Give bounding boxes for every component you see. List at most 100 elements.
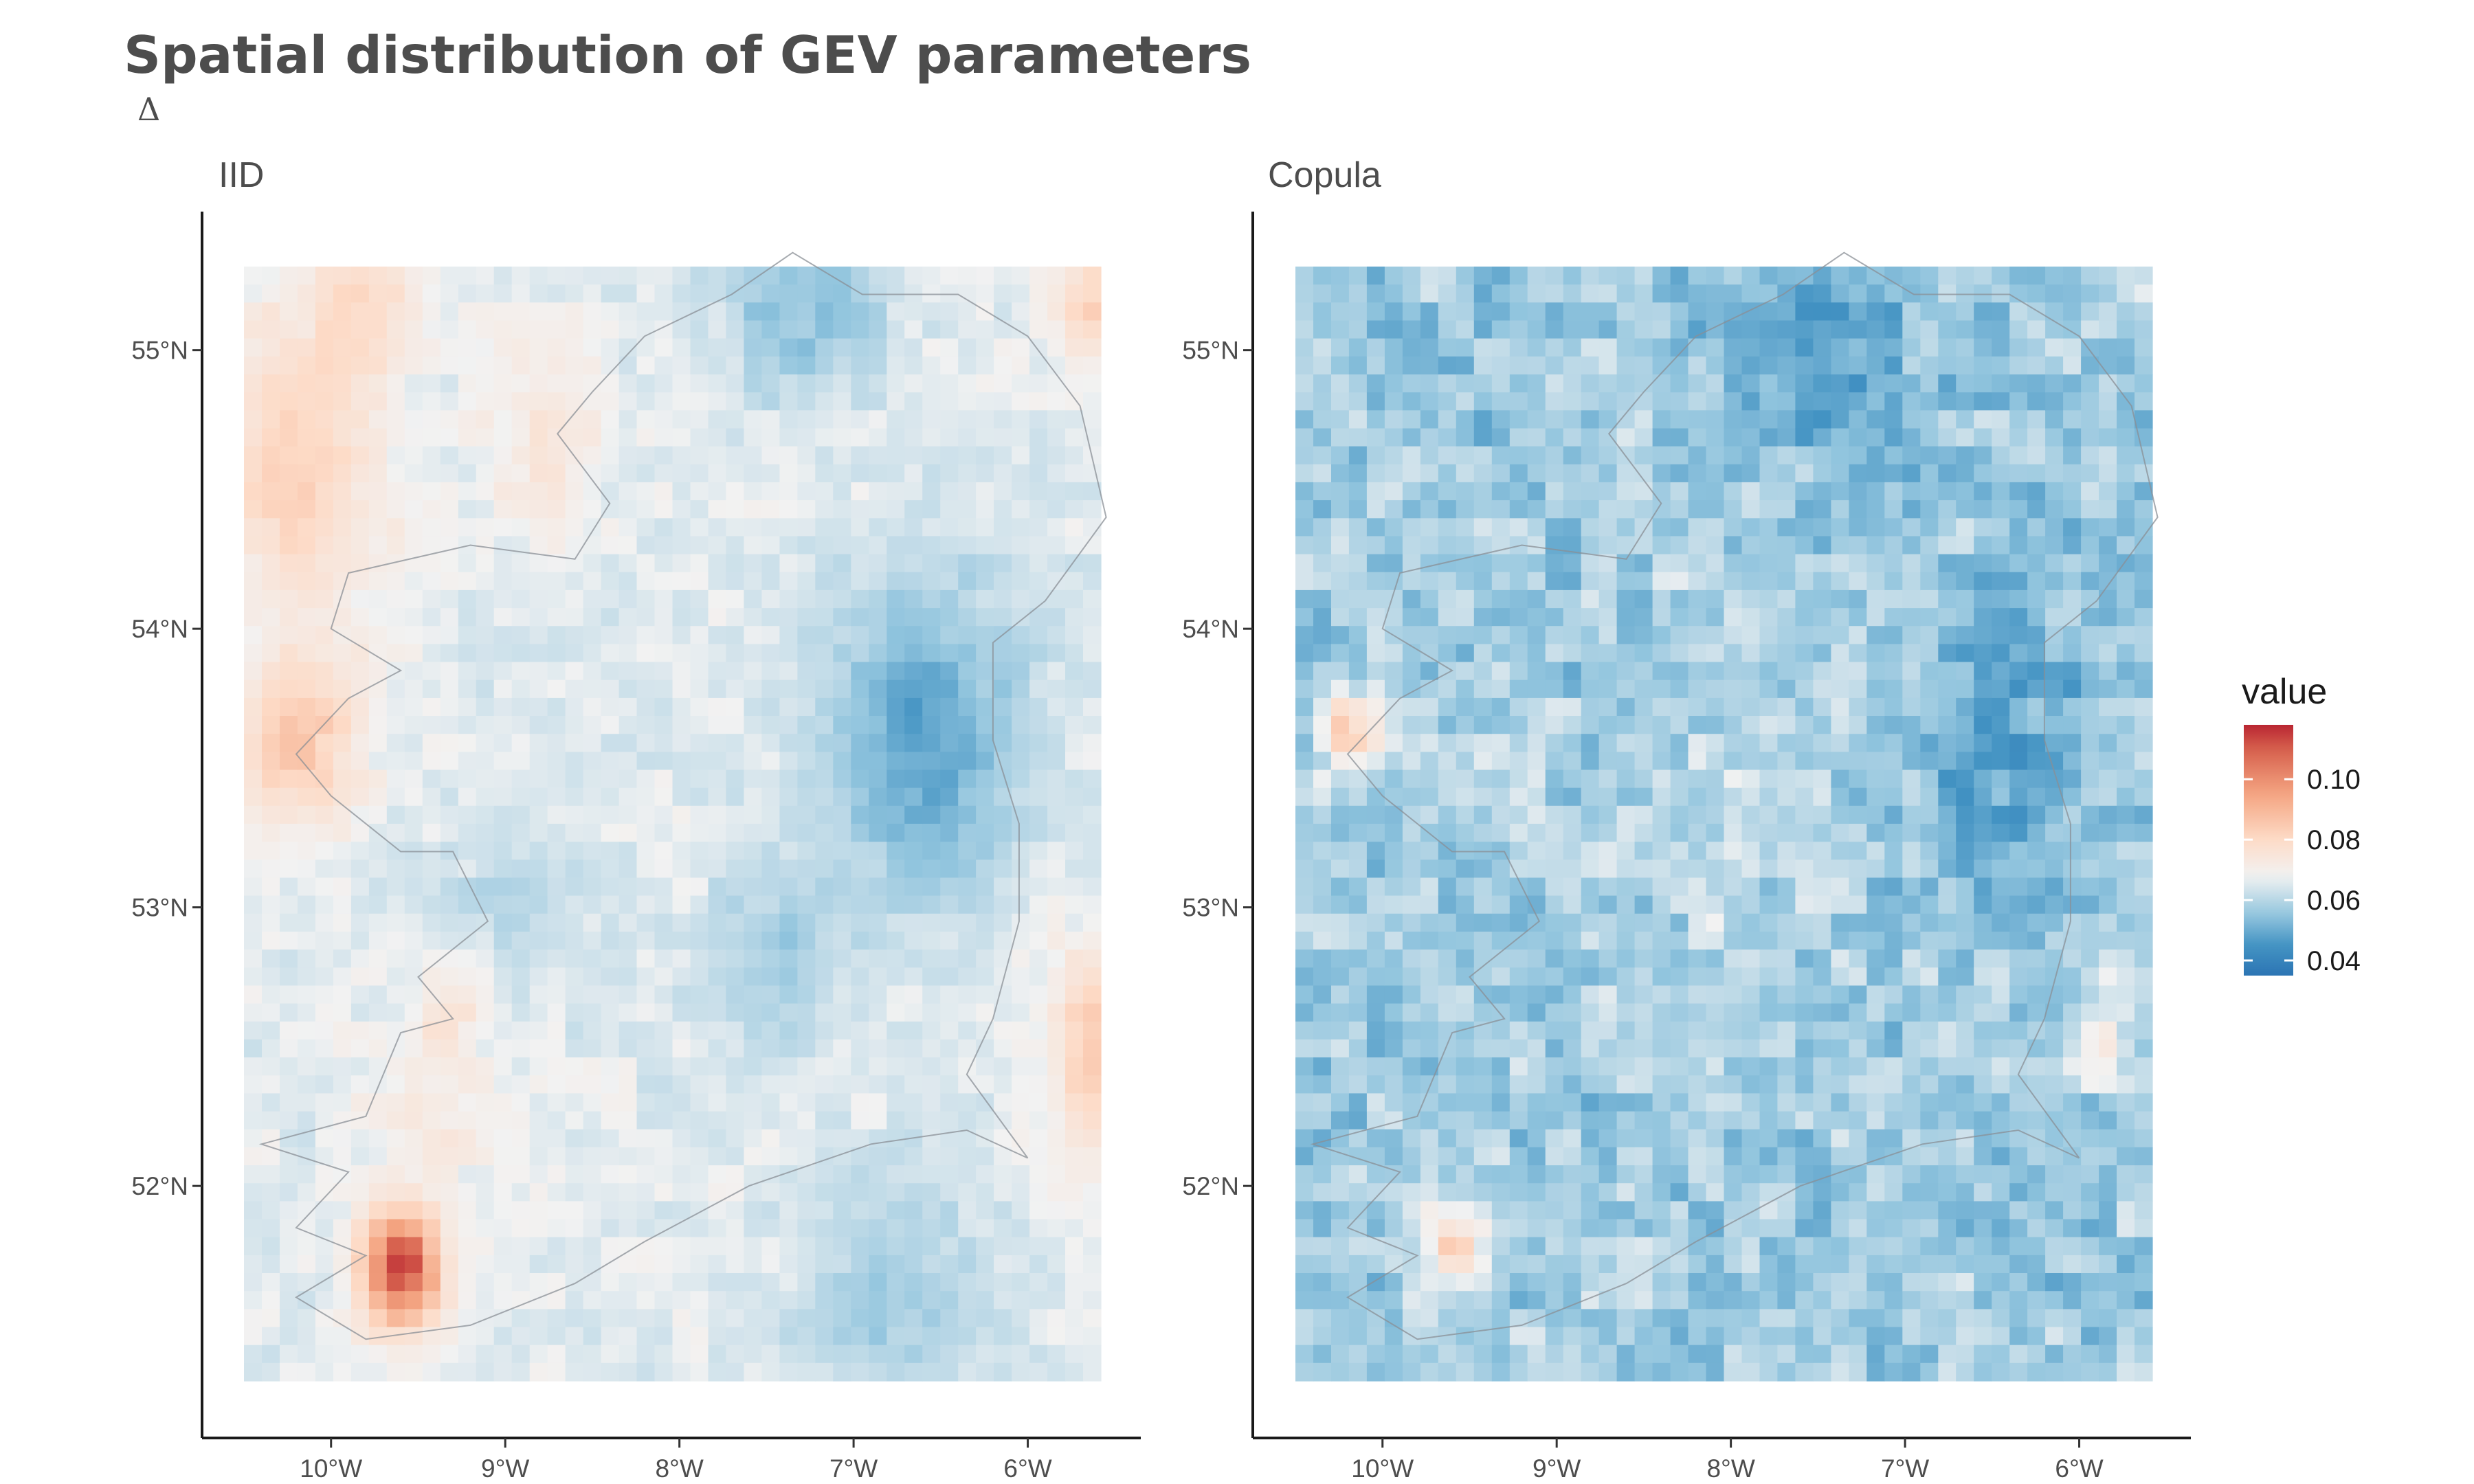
heatmap-cell	[761, 536, 780, 555]
heatmap-cell	[476, 734, 495, 752]
heatmap-cell	[1741, 500, 1761, 519]
heatmap-cell	[1029, 482, 1048, 501]
heatmap-cell	[350, 1003, 370, 1022]
heatmap-cell	[1366, 1165, 1385, 1184]
heatmap-cell	[1759, 1219, 1779, 1238]
heatmap-cell	[1634, 787, 1653, 807]
heatmap-cell	[1473, 356, 1493, 375]
heatmap-cell	[1295, 302, 1314, 322]
heatmap-cell	[1563, 1309, 1582, 1328]
heatmap-cell	[244, 697, 263, 717]
heatmap-cell	[1598, 769, 1618, 789]
heatmap-cell	[1331, 842, 1350, 860]
heatmap-cell	[672, 1309, 691, 1328]
heatmap-cell	[1509, 679, 1528, 699]
heatmap-cell	[262, 1093, 280, 1112]
heatmap-cell	[244, 1003, 263, 1022]
heatmap-cell	[1581, 877, 1600, 897]
heatmap-cell	[726, 446, 744, 465]
heatmap-cell	[994, 392, 1012, 411]
heatmap-cell	[1065, 482, 1084, 501]
heatmap-cell	[1295, 589, 1314, 609]
heatmap-cell	[1313, 859, 1332, 879]
heatmap-cell	[1012, 967, 1030, 987]
heatmap-cell	[869, 626, 887, 644]
heatmap-cell	[654, 769, 673, 789]
heatmap-cell	[1688, 356, 1707, 375]
heatmap-cell	[904, 608, 923, 627]
heatmap-cell	[1331, 428, 1350, 447]
heatmap-cell	[1456, 895, 1475, 914]
heatmap-cell	[1438, 985, 1457, 1004]
heatmap-cell	[1813, 1255, 1831, 1274]
heatmap-cell	[1366, 1327, 1385, 1346]
heatmap-cell	[994, 1327, 1012, 1346]
heatmap-cell	[1866, 356, 1885, 375]
heatmap-cell	[1545, 338, 1564, 357]
heatmap-cell	[851, 536, 869, 555]
heatmap-cell	[1473, 1039, 1493, 1058]
heatmap-cell	[779, 716, 798, 734]
heatmap-cell	[244, 824, 263, 842]
heatmap-cell	[654, 967, 673, 987]
heatmap-cell	[1634, 769, 1653, 789]
heatmap-cell	[636, 1093, 656, 1112]
heatmap-cell	[1670, 842, 1689, 860]
heatmap-cell	[904, 626, 923, 644]
heatmap-cell	[1366, 752, 1385, 771]
heatmap-cell	[529, 1129, 548, 1148]
heatmap-cell	[458, 267, 477, 285]
heatmap-cell	[511, 626, 531, 644]
heatmap-cell	[1759, 1309, 1779, 1328]
heatmap-cell	[386, 446, 405, 465]
heatmap-cell	[1581, 374, 1600, 393]
heatmap-cell	[761, 842, 780, 860]
heatmap-cell	[350, 392, 370, 411]
heatmap-cell	[1724, 967, 1743, 987]
heatmap-cell	[1616, 787, 1636, 807]
heatmap-cell	[1831, 392, 1849, 411]
heatmap-cell	[940, 1093, 959, 1112]
heatmap-cell	[1545, 518, 1564, 537]
heatmap-cell	[565, 734, 584, 752]
heatmap-cell	[476, 589, 495, 609]
heatmap-cell	[797, 1147, 816, 1166]
heatmap-cell	[280, 805, 298, 824]
heatmap-cell	[1029, 500, 1048, 519]
heatmap-cell	[815, 482, 834, 501]
heatmap-cell	[1402, 752, 1421, 771]
heatmap-cell	[1366, 338, 1385, 357]
heatmap-cell	[1581, 679, 1600, 699]
heatmap-cell	[1563, 500, 1582, 519]
heatmap-cell	[1849, 626, 1867, 644]
heatmap-cell	[1420, 1309, 1439, 1328]
heatmap-cell	[1777, 1309, 1796, 1328]
heatmap-cell	[815, 1201, 834, 1220]
heatmap-cell	[618, 572, 638, 591]
heatmap-cell	[851, 356, 869, 375]
heatmap-cell	[280, 626, 298, 644]
heatmap-cell	[922, 1129, 941, 1148]
heatmap-cell	[761, 805, 780, 824]
heatmap-cell	[440, 859, 459, 879]
heatmap-cell	[1029, 679, 1048, 699]
heatmap-cell	[422, 1003, 441, 1022]
heatmap-cell	[1759, 932, 1779, 950]
heatmap-cell	[1012, 267, 1030, 285]
heatmap-cell	[1313, 1327, 1332, 1346]
heatmap-cell	[726, 572, 744, 591]
heatmap-cell	[1473, 482, 1493, 501]
heatmap-cell	[618, 967, 638, 987]
heatmap-cell	[422, 338, 441, 357]
heatmap-cell	[1047, 1291, 1066, 1309]
heatmap-cell	[1634, 267, 1653, 285]
heatmap-cell	[922, 1147, 941, 1166]
heatmap-cell	[386, 805, 405, 824]
heatmap-cell	[404, 967, 423, 987]
heatmap-cell	[1527, 338, 1546, 357]
heatmap-cell	[672, 1291, 691, 1309]
heatmap-cell	[1402, 1291, 1421, 1309]
heatmap-cell	[1012, 1201, 1030, 1220]
heatmap-cell	[280, 1309, 298, 1328]
heatmap-cell	[547, 985, 566, 1004]
